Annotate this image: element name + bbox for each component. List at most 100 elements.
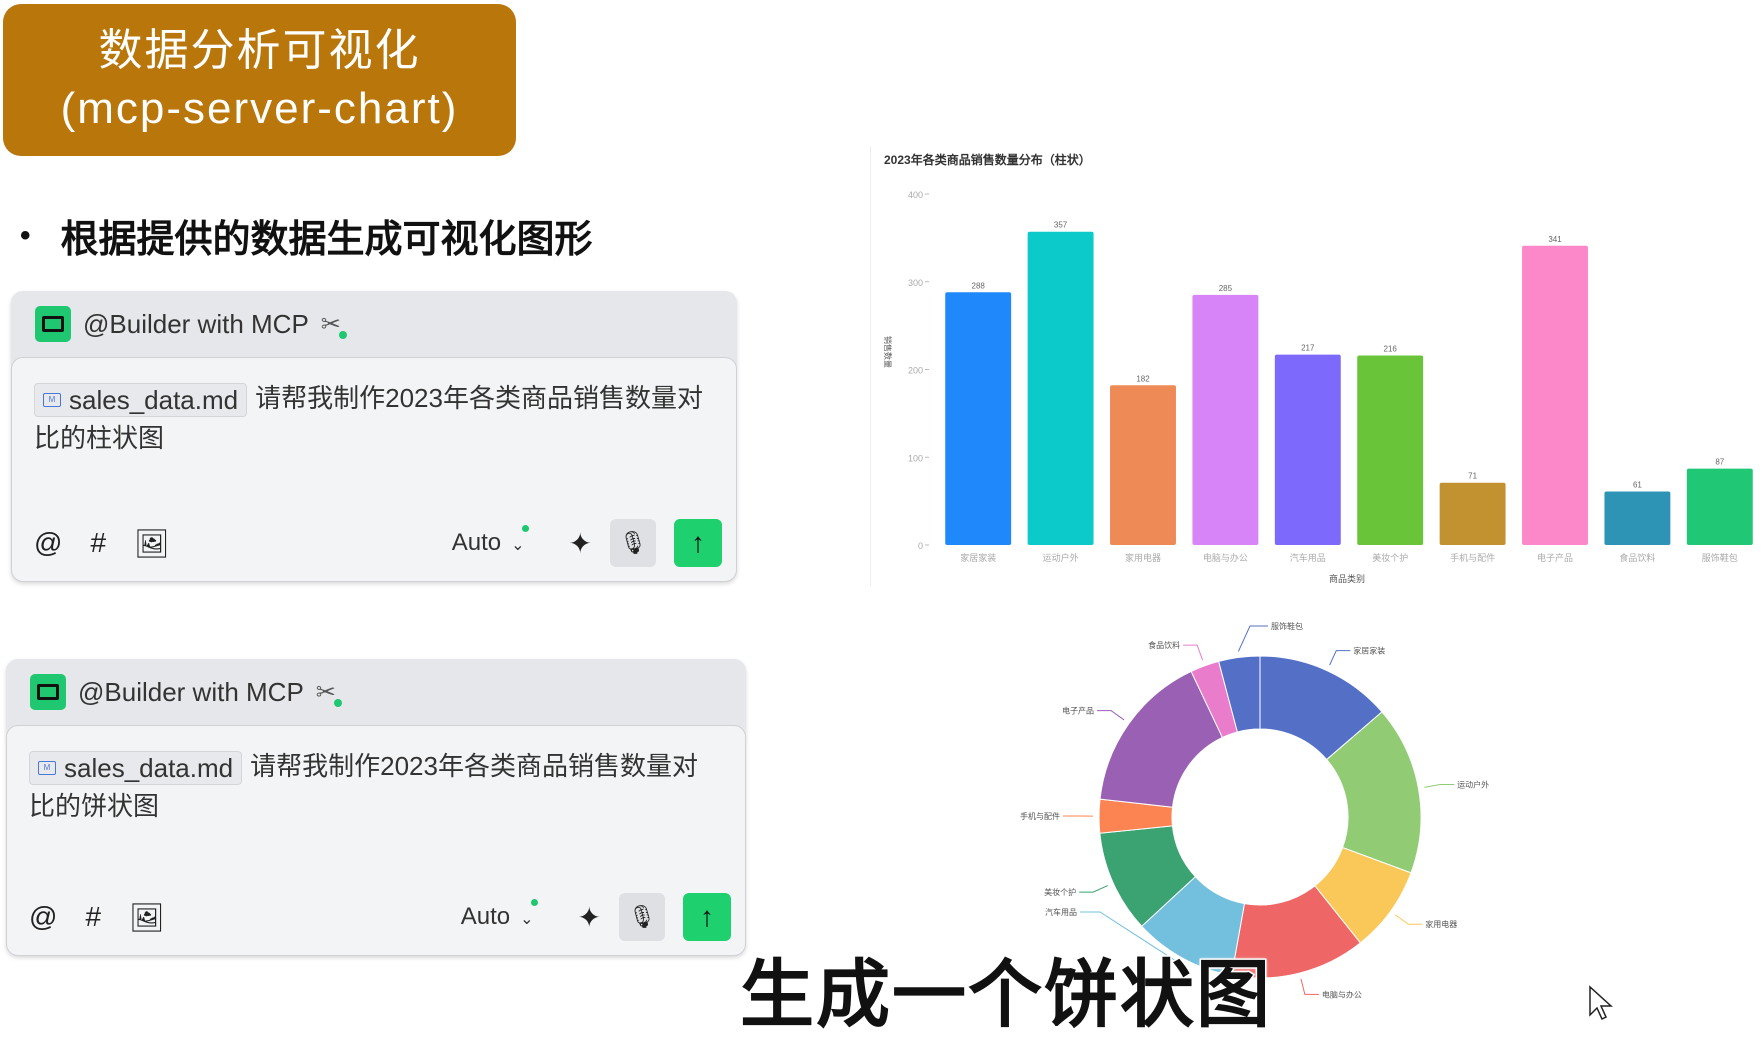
chat-header: @Builder with MCP ✂ bbox=[6, 659, 746, 725]
mention-icon[interactable]: @ bbox=[29, 901, 57, 933]
slice-label: 食品饮料 bbox=[1148, 640, 1180, 650]
video-caption: 生成一个饼状图 bbox=[740, 935, 1272, 1042]
bullet-icon: • bbox=[20, 219, 31, 253]
data-label: 61 bbox=[1633, 480, 1642, 489]
file-name: sales_data.md bbox=[64, 748, 233, 788]
x-tick-label: 食品饮料 bbox=[1619, 552, 1655, 563]
image-icon[interactable]: 🖼 bbox=[134, 527, 170, 560]
x-tick-label: 电子产品 bbox=[1537, 552, 1573, 563]
data-label: 87 bbox=[1715, 458, 1724, 467]
title-line-2: (mcp-server-chart) bbox=[3, 80, 516, 138]
bullet-text: 根据提供的数据生成可视化图形 bbox=[61, 208, 593, 263]
title-line-1: 数据分析可视化 bbox=[3, 22, 516, 80]
chevron-down-icon: ⌄ bbox=[520, 911, 533, 928]
data-label: 217 bbox=[1301, 344, 1315, 353]
mouse-cursor-icon bbox=[1588, 985, 1628, 1025]
x-tick-label: 电脑与办公 bbox=[1203, 552, 1248, 563]
slice-label: 美妆个护 bbox=[1044, 887, 1076, 897]
slice-label: 家用电器 bbox=[1425, 919, 1457, 929]
sparkle-icon[interactable]: ✦ bbox=[569, 527, 592, 560]
bar bbox=[1687, 469, 1753, 545]
label-line bbox=[1330, 651, 1351, 666]
microphone-button[interactable]: 🎙 bbox=[610, 519, 656, 567]
bar bbox=[1192, 295, 1258, 545]
label-line bbox=[1238, 626, 1268, 651]
markdown-file-icon: M bbox=[43, 393, 61, 407]
bot-icon bbox=[35, 306, 71, 342]
bar-chart: 2023年各类商品销售数量分布（柱状） 0 100 200 300 400 销售数量商品类别… bbox=[870, 146, 1764, 586]
data-label: 341 bbox=[1548, 235, 1562, 244]
model-label: Auto bbox=[461, 903, 510, 930]
bar bbox=[1028, 232, 1094, 545]
x-tick-label: 家用电器 bbox=[1125, 552, 1161, 563]
bar bbox=[1275, 355, 1341, 545]
tools-icon[interactable]: ✂ bbox=[316, 678, 336, 707]
label-line bbox=[1079, 886, 1108, 893]
sparkle-icon[interactable]: ✦ bbox=[578, 901, 601, 934]
data-label: 357 bbox=[1054, 221, 1068, 230]
y-tick-label: 0 bbox=[918, 541, 923, 551]
file-name: sales_data.md bbox=[69, 380, 238, 420]
data-label: 182 bbox=[1136, 374, 1150, 383]
data-label: 216 bbox=[1384, 344, 1398, 353]
hash-icon[interactable]: # bbox=[85, 901, 101, 933]
data-label: 71 bbox=[1468, 472, 1477, 481]
y-tick-label: 400 bbox=[908, 190, 923, 200]
y-tick-label: 200 bbox=[908, 366, 923, 376]
microphone-button[interactable]: 🎙 bbox=[619, 893, 665, 941]
x-tick-label: 汽车用品 bbox=[1290, 552, 1326, 563]
x-tick-label: 运动户外 bbox=[1043, 552, 1079, 563]
model-select[interactable]: Auto ⌄ bbox=[452, 529, 551, 557]
slice-label: 汽车用品 bbox=[1045, 907, 1077, 917]
x-axis-label: 商品类别 bbox=[1329, 573, 1365, 584]
slice-label: 服饰鞋包 bbox=[1271, 621, 1303, 631]
chart-title: 2023年各类商品销售数量分布（柱状） bbox=[884, 152, 1091, 167]
bar bbox=[1522, 246, 1588, 545]
bar bbox=[1110, 385, 1176, 545]
chat-header: @Builder with MCP ✂ bbox=[11, 291, 737, 357]
label-line bbox=[1301, 979, 1319, 995]
bar bbox=[1440, 483, 1506, 545]
slice-label: 手机与配件 bbox=[1020, 811, 1060, 821]
bar bbox=[945, 292, 1011, 545]
send-button[interactable]: ↑ bbox=[674, 519, 722, 567]
chevron-down-icon: ⌄ bbox=[511, 537, 524, 554]
x-tick-label: 家居家装 bbox=[960, 552, 996, 563]
image-icon[interactable]: 🖼 bbox=[129, 901, 165, 934]
label-line bbox=[1395, 915, 1422, 924]
model-label: Auto bbox=[452, 529, 501, 556]
bot-icon bbox=[30, 674, 66, 710]
label-line bbox=[1424, 785, 1454, 788]
mention-icon[interactable]: @ bbox=[34, 527, 62, 559]
slice-label: 电子产品 bbox=[1062, 706, 1094, 716]
y-axis-label: 销售数量 bbox=[883, 336, 893, 368]
x-tick-label: 服饰鞋包 bbox=[1702, 552, 1738, 563]
send-button[interactable]: ↑ bbox=[683, 893, 731, 941]
bullet-point: • 根据提供的数据生成可视化图形 bbox=[20, 208, 593, 263]
agent-name[interactable]: @Builder with MCP bbox=[83, 309, 309, 340]
data-label: 285 bbox=[1219, 284, 1233, 293]
bar bbox=[1604, 491, 1670, 545]
hash-icon[interactable]: # bbox=[90, 527, 106, 559]
label-line bbox=[1097, 711, 1124, 720]
slice-label: 电脑与办公 bbox=[1322, 989, 1362, 999]
y-tick-label: 100 bbox=[908, 453, 923, 463]
model-select[interactable]: Auto ⌄ bbox=[461, 903, 560, 931]
label-line bbox=[1183, 645, 1202, 660]
title-banner: 数据分析可视化 (mcp-server-chart) bbox=[3, 4, 516, 156]
data-label: 288 bbox=[972, 281, 986, 290]
bar bbox=[1357, 355, 1423, 545]
x-tick-label: 手机与配件 bbox=[1450, 552, 1495, 563]
x-tick-label: 美妆个护 bbox=[1372, 552, 1408, 563]
slice-label: 家居家装 bbox=[1353, 646, 1385, 656]
tools-icon[interactable]: ✂ bbox=[321, 310, 341, 339]
slice-label: 运动户外 bbox=[1457, 780, 1489, 790]
agent-name[interactable]: @Builder with MCP bbox=[78, 677, 304, 708]
y-tick-label: 300 bbox=[908, 278, 923, 288]
